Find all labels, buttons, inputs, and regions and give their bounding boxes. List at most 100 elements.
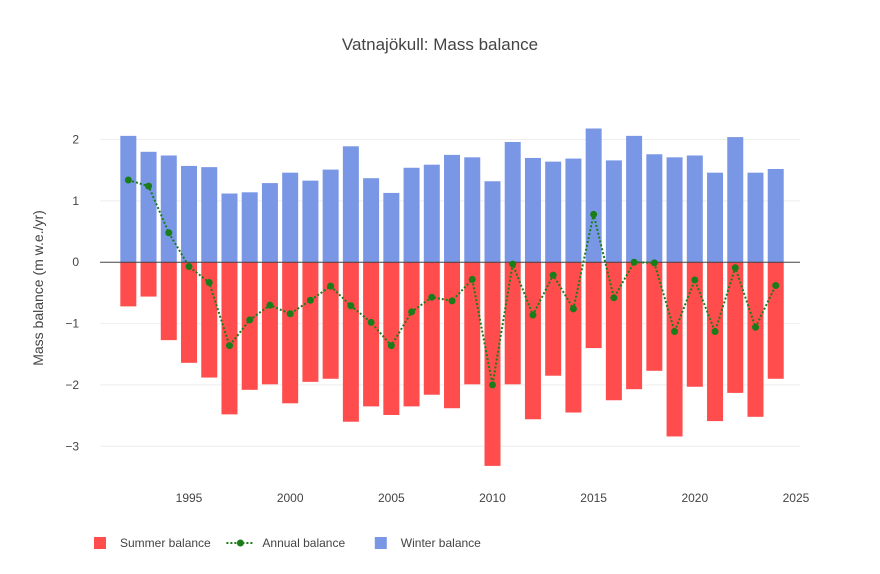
annual-balance-point bbox=[509, 260, 517, 268]
annual-balance-point bbox=[145, 182, 153, 190]
winter-bar bbox=[403, 167, 420, 263]
winter-bar bbox=[727, 137, 744, 263]
summer-bar bbox=[201, 262, 218, 378]
annual-balance-point bbox=[569, 305, 577, 313]
annual-balance-point bbox=[286, 310, 294, 318]
summer-bar bbox=[707, 262, 724, 422]
annual-balance-point bbox=[327, 282, 335, 290]
x-tick-label: 2020 bbox=[681, 491, 708, 505]
annual-balance-point bbox=[367, 318, 375, 326]
annual-balance-point bbox=[124, 176, 132, 184]
x-axis-ticks: 1995 2000 2005 2010 2015 2020 2025 bbox=[176, 491, 810, 505]
winter-bar bbox=[626, 135, 643, 263]
y-axis-label: Mass balance (m w.e./yr) bbox=[30, 210, 46, 366]
winter-bar bbox=[120, 135, 137, 263]
annual-balance-point bbox=[671, 328, 679, 336]
winter-bar bbox=[686, 155, 703, 263]
summer-bar bbox=[464, 262, 481, 385]
winter-bar bbox=[261, 183, 278, 263]
winter-bar bbox=[484, 181, 501, 263]
annual-balance-point bbox=[650, 259, 658, 267]
summer-bar bbox=[444, 262, 461, 409]
summer-bar bbox=[363, 262, 380, 407]
annual-balance-point bbox=[731, 264, 739, 272]
summer-bar bbox=[767, 262, 784, 379]
winter-bar bbox=[282, 172, 299, 263]
winter-bar bbox=[767, 168, 784, 263]
annual-balance-point bbox=[529, 311, 537, 319]
annual-balance-point bbox=[225, 342, 233, 350]
winter-bar bbox=[363, 178, 380, 263]
summer-bar bbox=[241, 262, 258, 390]
winter-bar bbox=[302, 180, 319, 263]
legend-swatch bbox=[94, 537, 106, 549]
winter-bar bbox=[605, 160, 622, 263]
winter-bar bbox=[201, 167, 218, 263]
annual-balance-point bbox=[590, 210, 598, 218]
chart-title: Vatnajökull: Mass balance bbox=[342, 35, 538, 54]
summer-bar bbox=[221, 262, 238, 415]
summer-bar bbox=[565, 262, 582, 413]
winter-bar bbox=[423, 164, 440, 263]
winter-bar bbox=[646, 154, 663, 263]
winter-bar bbox=[322, 169, 339, 263]
annual-balance-point bbox=[448, 297, 456, 305]
winter-bar bbox=[342, 146, 359, 263]
legend-marker bbox=[236, 539, 244, 547]
annual-balance-point bbox=[408, 308, 416, 316]
summer-bar bbox=[585, 262, 602, 349]
summer-bar bbox=[181, 262, 198, 363]
winter-bar bbox=[383, 192, 400, 263]
annual-balance-point bbox=[488, 381, 496, 389]
annual-balance-point bbox=[711, 328, 719, 336]
annual-balance-point bbox=[246, 316, 254, 324]
y-tick-label: 2 bbox=[72, 133, 79, 147]
winter-bar bbox=[747, 172, 764, 263]
x-tick-label: 1995 bbox=[176, 491, 203, 505]
summer-bar bbox=[666, 262, 683, 437]
winter-bar bbox=[504, 141, 521, 263]
summer-bar bbox=[160, 262, 177, 341]
summer-bar bbox=[747, 262, 764, 417]
summer-bar bbox=[504, 262, 521, 385]
summer-bar bbox=[140, 262, 157, 297]
summer-bar bbox=[302, 262, 319, 382]
annual-balance-point bbox=[630, 258, 638, 266]
annual-balance-point bbox=[205, 278, 213, 286]
y-tick-label: −1 bbox=[65, 317, 79, 331]
y-tick-label: 1 bbox=[72, 194, 79, 208]
legend-item: Summer balance bbox=[94, 536, 211, 550]
annual-balance-point bbox=[165, 229, 173, 237]
summer-bar bbox=[545, 262, 562, 376]
legend-swatch bbox=[374, 537, 387, 549]
summer-bar bbox=[686, 262, 703, 387]
summer-bar bbox=[626, 262, 643, 390]
annual-balance-line bbox=[124, 176, 780, 389]
annual-balance-point bbox=[428, 293, 436, 301]
summer-bar bbox=[282, 262, 299, 404]
winter-bar bbox=[241, 192, 258, 263]
y-axis-ticks: −3 −2 −1 0 1 2 bbox=[65, 133, 79, 454]
legend: Summer balance Annual balance Winter balan… bbox=[94, 536, 481, 550]
summer-bar bbox=[646, 262, 663, 371]
x-tick-label: 2015 bbox=[580, 491, 607, 505]
summer-bar bbox=[383, 262, 400, 415]
winter-bar bbox=[545, 161, 562, 263]
annual-balance-point bbox=[610, 294, 618, 302]
summer-bar bbox=[342, 262, 359, 422]
y-tick-label: 0 bbox=[72, 255, 79, 269]
annual-balance-point bbox=[387, 342, 395, 350]
x-tick-label: 2005 bbox=[378, 491, 405, 505]
annual-balance-point bbox=[751, 323, 759, 331]
summer-bar bbox=[484, 262, 501, 466]
summer-bar bbox=[322, 262, 339, 379]
winter-bar bbox=[707, 172, 724, 263]
legend-label: Summer balance bbox=[120, 536, 211, 550]
legend-label: Winter balance bbox=[401, 536, 481, 550]
x-tick-label: 2010 bbox=[479, 491, 506, 505]
x-tick-label: 2000 bbox=[277, 491, 304, 505]
annual-balance-point bbox=[347, 302, 355, 310]
summer-bar bbox=[605, 262, 622, 401]
